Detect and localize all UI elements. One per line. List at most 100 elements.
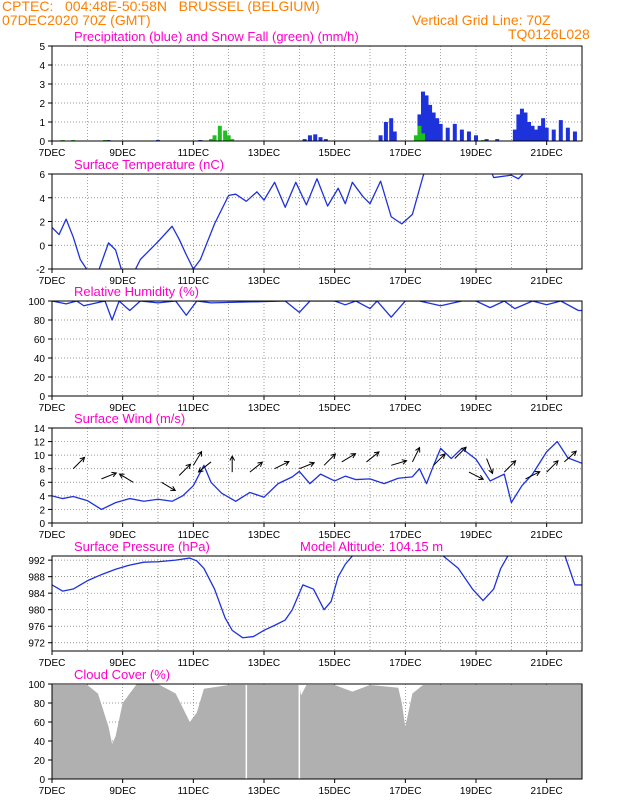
precip-bar bbox=[383, 122, 388, 141]
x-tick-label: 11DEC bbox=[178, 530, 210, 541]
wind-arrow bbox=[391, 459, 408, 466]
x-tick-label: 9DEC bbox=[109, 786, 136, 797]
wind-arrow-shaft bbox=[525, 471, 541, 480]
y-tick-label: 0 bbox=[39, 137, 45, 148]
y-tick-label: 20 bbox=[34, 373, 46, 384]
wind-arrow-head bbox=[283, 460, 290, 466]
y-tick-label: 60 bbox=[34, 718, 46, 729]
y-tick-label: 4 bbox=[39, 492, 45, 503]
wind-arrow-shaft bbox=[503, 460, 516, 473]
cloud-cover-area bbox=[52, 684, 582, 779]
y-tick-label: 992 bbox=[28, 556, 45, 567]
x-tick-label: 15DEC bbox=[319, 786, 351, 797]
x-tick-label: 15DEC bbox=[319, 148, 351, 159]
snow-bar bbox=[226, 135, 231, 141]
y-tick-label: 0 bbox=[39, 241, 45, 252]
precip-bar bbox=[495, 139, 500, 141]
y-tick-label: 40 bbox=[34, 737, 46, 748]
x-tick-label: 17DEC bbox=[389, 786, 421, 797]
y-tick-label: 20 bbox=[34, 756, 46, 767]
plot-area bbox=[52, 174, 525, 269]
grid-line-note: Vertical Grid Line: 70Z bbox=[412, 12, 551, 28]
wind-arrow bbox=[546, 460, 559, 473]
precip-bar bbox=[466, 131, 471, 141]
x-tick-label: 15DEC bbox=[319, 658, 351, 669]
wind-arrow bbox=[323, 453, 337, 466]
x-tick-label: 13DEC bbox=[248, 530, 280, 541]
y-tick-label: 984 bbox=[28, 589, 45, 600]
wind-arrow-shaft bbox=[323, 453, 336, 466]
x-tick-label: 17DEC bbox=[389, 530, 421, 541]
x-tick-label: 11DEC bbox=[178, 148, 210, 159]
precip-bar bbox=[474, 135, 478, 141]
wind-arrow-shaft bbox=[119, 473, 134, 483]
wind-arrow-head bbox=[461, 446, 467, 453]
precip-bar bbox=[512, 129, 517, 141]
snow-bar bbox=[417, 125, 422, 141]
x-tick-label: 21DEC bbox=[531, 530, 563, 541]
plot-area bbox=[60, 91, 577, 141]
x-tick-label: 19DEC bbox=[460, 786, 492, 797]
wind-arrow-head bbox=[350, 453, 357, 459]
y-tick-label: 988 bbox=[28, 573, 45, 584]
panel-frame bbox=[51, 45, 583, 142]
x-tick-label: 9DEC bbox=[109, 148, 136, 159]
y-tick-label: 4 bbox=[39, 61, 45, 72]
wind-panel: 0 2 4 6 8 10 12 14 7DEC 9DEC 11DEC 13DEC 15DEC 17DEC 1… bbox=[34, 411, 583, 541]
y-tick-label: 5 bbox=[39, 42, 45, 53]
x-tick-label: 13DEC bbox=[248, 786, 280, 797]
wind-arrow-shaft bbox=[486, 458, 494, 474]
precip-bar bbox=[516, 114, 521, 141]
x-tick-label: 13DEC bbox=[248, 148, 280, 159]
series-line bbox=[52, 174, 525, 269]
y-tick-label: 2 bbox=[39, 99, 45, 110]
pressure-panel: 972 976 980 984 988 992 7DEC 9DEC 11DEC 13DEC 15DE… bbox=[28, 539, 583, 669]
wind-arrow bbox=[178, 463, 192, 476]
y-tick-label: 60 bbox=[34, 335, 46, 346]
precip-bar bbox=[431, 112, 436, 141]
wind-arrow-head bbox=[488, 468, 494, 475]
y-tick-label: 0 bbox=[39, 775, 45, 786]
y-tick-label: 8 bbox=[39, 465, 45, 476]
precip-bar bbox=[307, 135, 312, 141]
x-tick-label: 21DEC bbox=[531, 403, 563, 414]
x-tick-label: 17DEC bbox=[389, 658, 421, 669]
x-tick-label: 21DEC bbox=[531, 148, 563, 159]
wind-arrow-shaft bbox=[411, 447, 421, 463]
wind-arrow-head bbox=[196, 450, 203, 457]
wind-arrow-shaft bbox=[546, 460, 559, 473]
wind-arrow-shaft bbox=[454, 446, 467, 459]
wind-arrow bbox=[468, 471, 485, 480]
panel-title: Relative Humidity (%) bbox=[74, 284, 199, 299]
x-tick-label: 11DEC bbox=[178, 403, 210, 414]
precip-bar bbox=[392, 131, 397, 141]
x-tick-label: 9DEC bbox=[109, 403, 136, 414]
precip-bar bbox=[438, 123, 443, 141]
wind-arrow-shaft bbox=[468, 471, 484, 480]
y-tick-label: 0 bbox=[39, 519, 45, 530]
x-tick-label: 19DEC bbox=[460, 403, 492, 414]
panel-title: Precipitation (blue) and Snow Fall (gree… bbox=[74, 29, 359, 44]
panel-title: Surface Wind (m/s) bbox=[74, 411, 185, 426]
temperature-panel: -2 0 2 4 6 7DEC 9DEC 11DEC 13DEC 15DEC 17DEC 19DEC 2… bbox=[36, 157, 583, 287]
x-tick-label: 9DEC bbox=[109, 658, 136, 669]
wind-arrow bbox=[118, 473, 134, 483]
wind-arrow-head bbox=[170, 485, 177, 492]
y-tick-label: 14 bbox=[34, 424, 46, 435]
precip-bar bbox=[302, 139, 307, 141]
precip-bar bbox=[484, 139, 489, 141]
precip-bar bbox=[537, 125, 542, 141]
y-tick-label: 100 bbox=[28, 297, 45, 308]
wind-arrow-head bbox=[373, 451, 380, 457]
panel-subtitle: Model Altitude: 104.15 m bbox=[300, 539, 443, 554]
precip-bar bbox=[445, 127, 450, 141]
x-tick-label: 19DEC bbox=[460, 148, 492, 159]
wind-arrow-shaft bbox=[391, 460, 407, 466]
panel-title: Surface Pressure (hPa) bbox=[74, 539, 210, 554]
snow-bar bbox=[212, 135, 217, 141]
precip-bar bbox=[519, 108, 524, 141]
y-tick-label: -2 bbox=[36, 265, 45, 276]
wind-arrow-head bbox=[553, 460, 559, 466]
x-tick-label: 15DEC bbox=[319, 276, 351, 287]
